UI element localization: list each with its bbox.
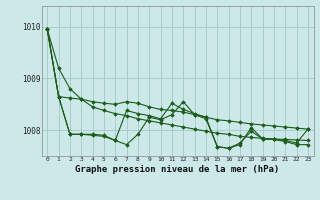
X-axis label: Graphe pression niveau de la mer (hPa): Graphe pression niveau de la mer (hPa): [76, 165, 280, 174]
